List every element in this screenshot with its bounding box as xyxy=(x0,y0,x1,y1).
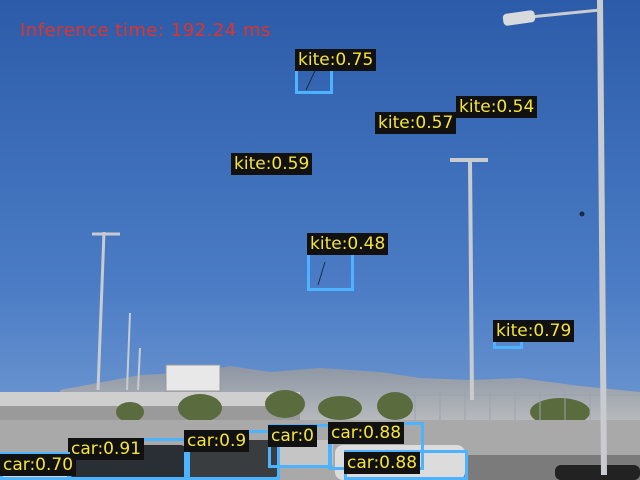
light-poles xyxy=(92,0,607,476)
kite-label-1: kite:0.75 xyxy=(295,49,377,71)
car-label-5: car:0.88 xyxy=(328,422,405,444)
inference-time-text: Inference time: 192.24 ms xyxy=(20,20,271,41)
kite-label-6: kite:0.79 xyxy=(493,320,575,342)
car-label-4: car:0 xyxy=(268,425,317,447)
kite-label-5: kite:0.48 xyxy=(307,233,389,255)
overpass-shadow xyxy=(0,406,300,420)
car-label-3: car:0.9 xyxy=(184,430,250,452)
car-label-2: car:0.70 xyxy=(0,454,77,476)
trees xyxy=(116,390,590,426)
kite-label-3: kite:0.54 xyxy=(456,96,538,118)
car-label-1: car:0.91 xyxy=(68,438,145,460)
kite-label-2: kite:0.57 xyxy=(375,112,457,134)
overpass-sign xyxy=(165,364,221,392)
car-label-6: car:0.88 xyxy=(344,452,421,474)
overpass-deck xyxy=(0,392,300,406)
kite-label-4: kite:0.59 xyxy=(231,153,313,175)
